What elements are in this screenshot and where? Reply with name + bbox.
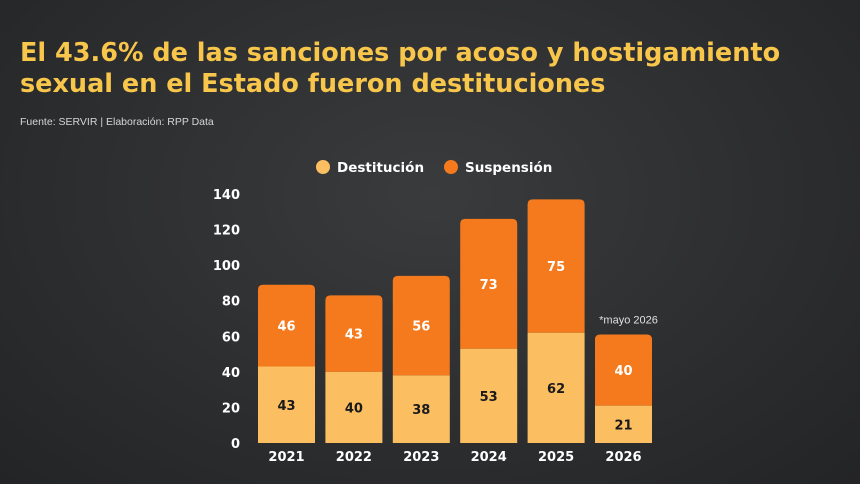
- data-label-suspension: 43: [345, 328, 363, 343]
- chart-annotation: *mayo 2026: [599, 315, 658, 327]
- data-label-suspension: 75: [547, 260, 565, 275]
- data-label-suspension: 73: [480, 278, 498, 293]
- y-tick-label: 80: [222, 295, 240, 310]
- x-tick-label: 2025: [538, 450, 574, 465]
- data-label-suspension: 46: [277, 320, 295, 335]
- data-label-destitucion: 62: [547, 382, 565, 397]
- legend-marker-suspension: [444, 160, 458, 174]
- y-tick-label: 120: [213, 224, 240, 239]
- y-tick-label: 20: [222, 401, 240, 416]
- y-tick-label: 40: [222, 366, 240, 381]
- x-tick-label: 2026: [605, 450, 641, 465]
- x-tick-label: 2023: [403, 450, 439, 465]
- legend-marker-destitucion: [316, 160, 330, 174]
- data-label-destitucion: 38: [412, 403, 430, 418]
- data-label-destitucion: 53: [480, 390, 498, 405]
- bar-destitucion: [392, 375, 450, 443]
- data-label-destitucion: 40: [345, 401, 363, 416]
- y-tick-label: 60: [222, 330, 240, 345]
- bar-suspension: [460, 218, 518, 349]
- data-label-destitucion: 43: [277, 399, 295, 414]
- bar-destitucion: [527, 332, 585, 443]
- bar-destitucion: [460, 348, 518, 443]
- bar-destitucion: [258, 366, 315, 443]
- legend-label-suspension: Suspensión: [465, 160, 552, 176]
- chart-title-line-1: El 43.6% de las sanciones por acoso y ho…: [20, 38, 781, 68]
- chart-title-line-2: sexual en el Estado fueron destituciones: [20, 69, 606, 99]
- x-tick-label: 2024: [471, 450, 507, 465]
- y-tick-label: 140: [213, 188, 240, 203]
- bar-suspension: [595, 334, 652, 406]
- y-tick-label: 0: [231, 437, 240, 452]
- legend-label-destitucion: Destitución: [337, 160, 424, 176]
- chart-title: El 43.6% de las sanciones por acoso y ho…: [20, 38, 850, 100]
- y-tick-label: 100: [213, 259, 240, 274]
- x-tick-label: 2021: [268, 450, 304, 465]
- bar-suspension: [258, 284, 315, 367]
- x-tick-label: 2022: [336, 450, 372, 465]
- bar-destitucion: [325, 371, 383, 443]
- data-label-destitucion: 21: [614, 418, 632, 433]
- bar-destitucion: [595, 405, 652, 443]
- bar-suspension: [325, 295, 383, 372]
- bar-suspension: [527, 199, 585, 333]
- data-label-suspension: 40: [614, 364, 632, 379]
- bar-suspension: [392, 275, 450, 376]
- data-label-suspension: 56: [412, 320, 430, 335]
- chart-source: Fuente: SERVIR | Elaboración: RPP Data: [20, 116, 214, 128]
